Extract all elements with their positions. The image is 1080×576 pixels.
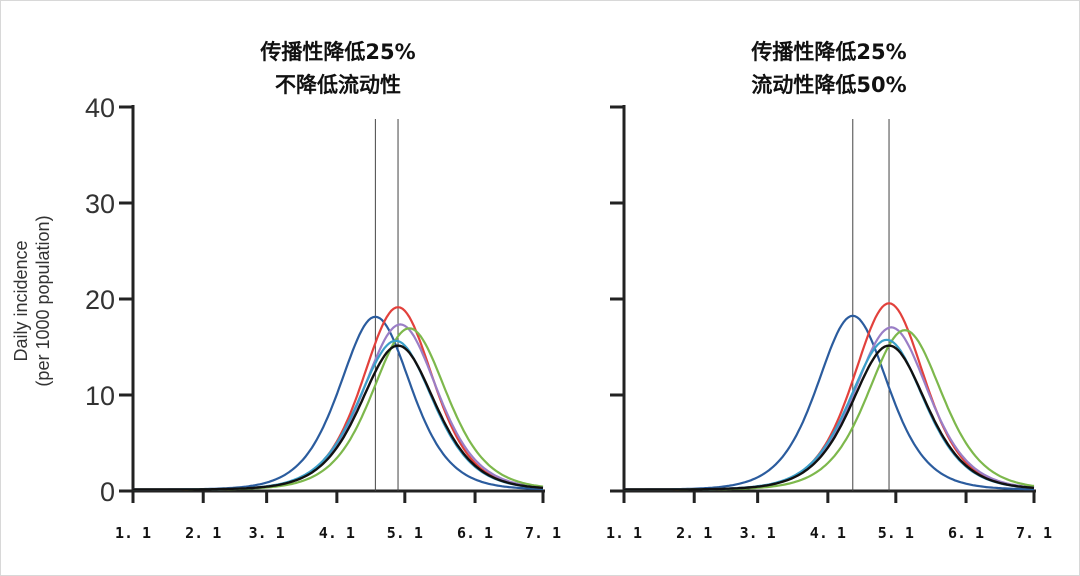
x-tick-label: 2. 1 [676, 524, 712, 542]
series-line [133, 315, 544, 491]
y-tick-label: 30 [85, 189, 115, 219]
y-tick-label: 0 [100, 477, 115, 507]
x-tick-label: 1. 1 [115, 524, 151, 542]
series-line [133, 344, 544, 491]
x-tick-label: 3. 1 [740, 524, 776, 542]
x-tick-label: 3. 1 [249, 524, 285, 542]
x-tick-label: 4. 1 [319, 524, 355, 542]
x-tick-label: 6. 1 [948, 524, 984, 542]
y-tick-label: 10 [85, 381, 115, 411]
series-line [133, 306, 544, 491]
y-axis-label-line: Daily incidence [11, 240, 31, 361]
series-line [624, 344, 1035, 491]
chart-title-line: 传播性降低25% [750, 40, 906, 64]
x-tick-label: 7. 1 [1016, 524, 1052, 542]
chart-title-line: 流动性降低50% [751, 73, 906, 97]
chart-title-line: 不降低流动性 [275, 73, 401, 97]
x-tick-label: 6. 1 [457, 524, 493, 542]
x-tick-label: 7. 1 [525, 524, 561, 542]
y-axis-label-line: (per 1000 population) [33, 215, 53, 386]
series-line [133, 323, 544, 491]
y-tick-label: 20 [85, 285, 115, 315]
y-axis-label: Daily incidence (per 1000 population) [11, 215, 53, 386]
x-tick-label: 1. 1 [606, 524, 642, 542]
x-tick-label: 2. 1 [185, 524, 221, 542]
x-tick-label: 5. 1 [387, 524, 423, 542]
x-tick-label: 5. 1 [878, 524, 914, 542]
y-tick-label: 40 [85, 93, 115, 123]
x-tick-label: 4. 1 [810, 524, 846, 542]
chart-title-line: 传播性降低25% [259, 40, 415, 64]
